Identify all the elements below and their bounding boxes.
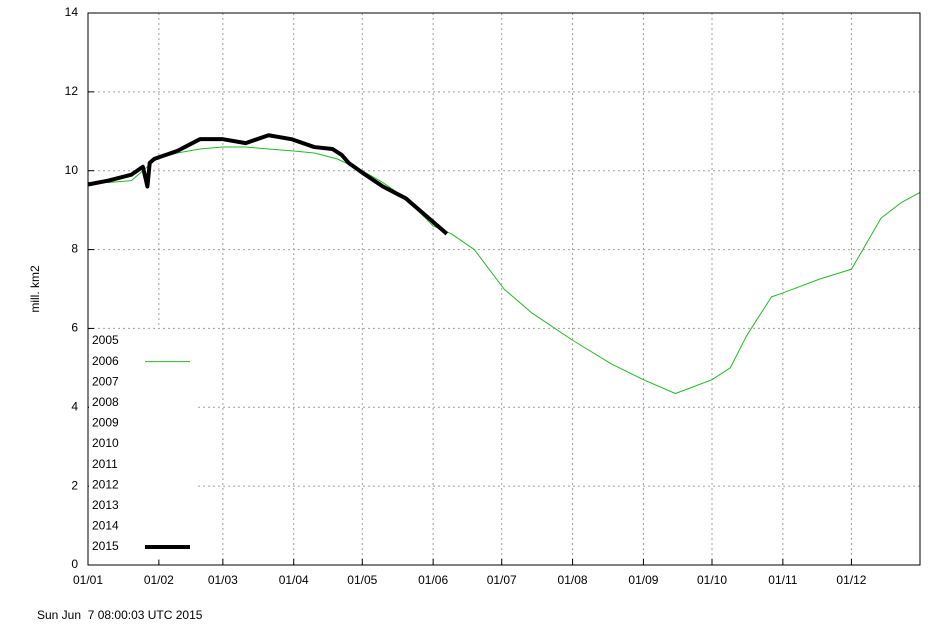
x-tick-label: 01/06 xyxy=(418,573,448,587)
x-tick-label: 01/11 xyxy=(768,573,797,587)
legend-label: 2011 xyxy=(92,457,118,471)
y-tick-label: 10 xyxy=(65,163,79,177)
y-tick-label: 0 xyxy=(71,557,78,571)
legend-label: 2010 xyxy=(92,436,119,450)
y-tick-label: 14 xyxy=(65,5,79,19)
legend-label: 2007 xyxy=(92,374,119,388)
y-tick-label: 6 xyxy=(71,321,78,335)
legend-label: 2012 xyxy=(92,477,119,491)
x-tick-label: 01/02 xyxy=(144,573,174,587)
data-line xyxy=(87,133,449,236)
x-tick-label: 01/04 xyxy=(279,573,309,587)
y-axis-label: mill. km2 xyxy=(28,265,42,313)
y-tick-label: 12 xyxy=(65,84,79,98)
legend-label: 2015 xyxy=(92,539,119,553)
legend-label: 2013 xyxy=(92,498,119,512)
x-tick-label: 01/01 xyxy=(73,573,103,587)
x-tick-label: 01/10 xyxy=(697,573,727,587)
x-tick-label: 01/05 xyxy=(347,573,377,587)
y-tick-label: 2 xyxy=(71,478,78,492)
legend-label: 2009 xyxy=(92,416,119,430)
y-tick-label: 4 xyxy=(71,399,78,413)
x-tick-label: 01/09 xyxy=(628,573,658,587)
x-tick-label: 01/07 xyxy=(487,573,517,587)
data-line xyxy=(88,146,921,394)
x-tick-label: 01/03 xyxy=(208,573,238,587)
y-tick-label: 8 xyxy=(71,242,78,256)
legend-label: 2006 xyxy=(92,354,119,368)
legend-label: 2014 xyxy=(92,519,119,533)
x-tick-label: 01/08 xyxy=(558,573,588,587)
x-tick-label: 01/12 xyxy=(836,573,866,587)
legend-label: 2008 xyxy=(92,395,119,409)
legend-label: 2005 xyxy=(92,333,119,347)
timestamp: Sun Jun 7 08:00:03 UTC 2015 xyxy=(37,608,203,622)
plot-border xyxy=(87,12,921,566)
